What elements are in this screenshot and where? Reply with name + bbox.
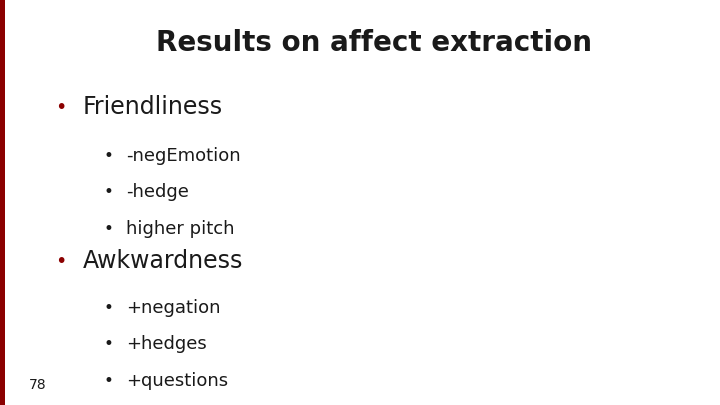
Text: •: •: [103, 335, 113, 353]
Text: •: •: [103, 147, 113, 165]
Bar: [0, 0, 5, 405]
Text: •: •: [103, 183, 113, 201]
Text: 78: 78: [29, 378, 46, 392]
Text: •: •: [55, 252, 67, 271]
Text: -hedge: -hedge: [126, 183, 189, 201]
Text: Awkwardness: Awkwardness: [83, 249, 243, 273]
Text: •: •: [103, 220, 113, 238]
Text: •: •: [55, 98, 67, 117]
Text: •: •: [103, 299, 113, 317]
Text: -negEmotion: -negEmotion: [126, 147, 240, 165]
Text: Friendliness: Friendliness: [83, 95, 223, 119]
Text: higher pitch: higher pitch: [126, 220, 235, 238]
Text: +hedges: +hedges: [126, 335, 207, 353]
Text: +negation: +negation: [126, 299, 220, 317]
Text: Results on affect extraction: Results on affect extraction: [156, 28, 593, 57]
Text: +questions: +questions: [126, 372, 228, 390]
Text: •: •: [103, 372, 113, 390]
